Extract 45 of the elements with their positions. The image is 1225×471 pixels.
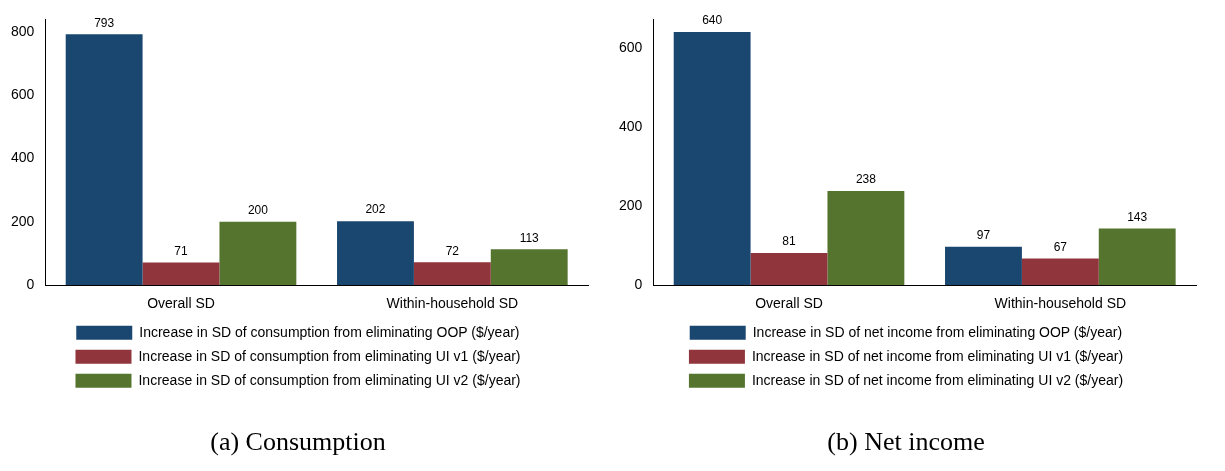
data-label: 72 xyxy=(445,243,460,258)
y-tick-label: 400 xyxy=(619,117,643,134)
data-label: 81 xyxy=(782,234,797,249)
data-label: 640 xyxy=(702,13,723,28)
bar xyxy=(413,262,491,285)
x-tick-label: Within-household SD xyxy=(994,295,1127,312)
y-tick-label: 200 xyxy=(11,212,35,229)
data-label: 113 xyxy=(519,230,540,245)
legend-label: Increase in SD of consumption from eliminating OOP ($/year) xyxy=(139,323,520,340)
legend-label: Increase in SD of consumption from eliminating UI v2 ($/year) xyxy=(138,371,521,388)
bar xyxy=(142,262,220,285)
bar xyxy=(219,221,297,285)
y-tick-label: 200 xyxy=(619,196,643,213)
bar xyxy=(1098,228,1176,285)
x-tick-label: Overall SD xyxy=(755,295,823,312)
data-label: 238 xyxy=(855,172,877,187)
legend-label: Increase in SD of net income from eliminating OOP ($/year) xyxy=(752,323,1123,340)
legend-label: Increase in SD of consumption from eliminating UI v1 ($/year) xyxy=(138,347,521,364)
bar xyxy=(1021,258,1099,285)
y-tick-label: 400 xyxy=(11,149,35,166)
y-tick-label: 600 xyxy=(619,38,643,55)
y-tick-label: 600 xyxy=(11,86,35,103)
legend-label: Increase in SD of net income from eliminating UI v1 ($/year) xyxy=(751,347,1124,364)
x-tick-label: Within-household SD xyxy=(386,295,519,312)
bar xyxy=(673,32,751,285)
data-label: 97 xyxy=(976,227,991,242)
x-tick-label: Overall SD xyxy=(147,295,215,312)
bar xyxy=(337,221,414,285)
text: (a) Consumption xyxy=(210,427,386,457)
data-label: 202 xyxy=(365,202,386,217)
bar xyxy=(750,252,828,285)
data-label: 200 xyxy=(247,203,269,218)
bar xyxy=(65,34,143,285)
y-tick-label: 0 xyxy=(634,275,643,292)
data-label: 793 xyxy=(94,15,115,30)
y-tick-label: 0 xyxy=(26,275,35,292)
legend-label: Increase in SD of net income from eliminating UI v2 ($/year) xyxy=(751,371,1124,388)
y-tick-label: 800 xyxy=(11,22,35,39)
bar xyxy=(945,246,1022,285)
data-label: 67 xyxy=(1053,239,1068,254)
bar xyxy=(827,190,905,285)
text: (b) Net income xyxy=(827,427,985,457)
bar xyxy=(490,249,568,285)
data-label: 143 xyxy=(1127,209,1148,224)
data-label: 71 xyxy=(174,243,189,258)
